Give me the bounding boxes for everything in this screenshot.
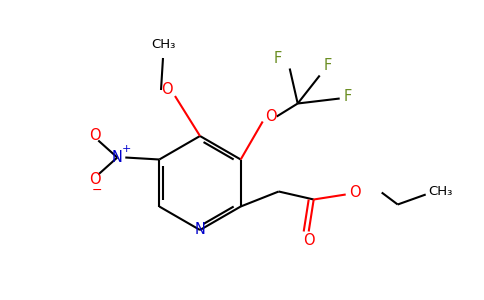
Text: N: N (112, 150, 123, 165)
Text: O: O (349, 185, 361, 200)
Text: O: O (303, 233, 315, 248)
Text: F: F (273, 51, 282, 66)
Text: O: O (161, 82, 173, 98)
Text: O: O (90, 172, 101, 187)
Text: CH₃: CH₃ (151, 38, 175, 52)
Text: N: N (195, 223, 205, 238)
Text: −: − (92, 184, 103, 197)
Text: F: F (344, 89, 352, 104)
Text: O: O (90, 128, 101, 143)
Text: CH₃: CH₃ (428, 185, 453, 198)
Text: O: O (265, 109, 276, 124)
Text: F: F (324, 58, 332, 73)
Text: +: + (121, 143, 131, 154)
